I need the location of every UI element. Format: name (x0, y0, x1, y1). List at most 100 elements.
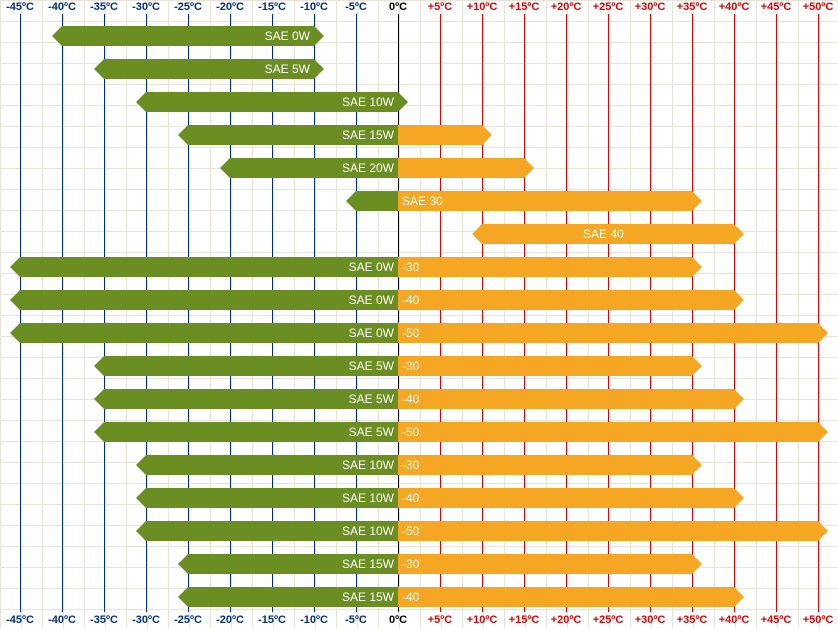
bar-label-hot: -50 (402, 323, 419, 343)
axis-label: +40ºC (714, 1, 754, 13)
axis-label: +50ºC (798, 614, 838, 626)
axis-label: +5ºC (420, 1, 460, 13)
arrow-left-icon (52, 26, 62, 46)
bar-label-cold: SAE 5W (265, 59, 310, 79)
axis-label: -10ºC (294, 1, 334, 13)
hot-range-bar (398, 323, 818, 343)
arrow-right-icon (524, 158, 534, 178)
arrow-left-icon (10, 323, 20, 343)
bar-label-hot: -40 (402, 389, 419, 409)
bar-label-cold: SAE 20W (342, 158, 394, 178)
arrow-right-icon (734, 587, 744, 607)
arrow-right-icon (314, 59, 324, 79)
arrow-right-icon (398, 92, 408, 112)
arrow-right-icon (482, 125, 492, 145)
axis-label: +20ºC (546, 1, 586, 13)
bar-label-hot: -40 (402, 290, 419, 310)
hot-range-bar (398, 158, 524, 178)
arrow-right-icon (734, 389, 744, 409)
bar-label-cold: SAE 5W (349, 356, 394, 376)
bar-label-cold: SAE 15W (342, 587, 394, 607)
axis-label: -30ºC (126, 614, 166, 626)
bar-label-cold: SAE 10W (342, 488, 394, 508)
hot-range-bar (398, 257, 692, 277)
axis-label: -40ºC (42, 614, 82, 626)
bar-label-hot: -30 (402, 356, 419, 376)
axis-label: +35ºC (672, 614, 712, 626)
bar-label-hot: -50 (402, 521, 419, 541)
arrow-left-icon (178, 587, 188, 607)
bar-label-hot: SAE 30 (402, 191, 443, 211)
arrow-left-icon (10, 257, 20, 277)
axis-label: +5ºC (420, 614, 460, 626)
axis-label: -20ºC (210, 614, 250, 626)
axis-label: -20ºC (210, 1, 250, 13)
bar-label-cold: SAE 0W (349, 290, 394, 310)
bar-label-hot: -30 (402, 554, 419, 574)
arrow-right-icon (692, 191, 702, 211)
axis-label: -45ºC (0, 1, 40, 13)
axis-label: +25ºC (588, 1, 628, 13)
bar-label-hot: -40 (402, 488, 419, 508)
arrow-right-icon (692, 356, 702, 376)
cold-range-bar (20, 290, 398, 310)
hot-range-bar (398, 290, 734, 310)
bar-label-hot: -50 (402, 422, 419, 442)
arrow-right-icon (734, 488, 744, 508)
arrow-left-icon (10, 290, 20, 310)
bar-label-hot: -40 (402, 587, 419, 607)
axis-label: +30ºC (630, 614, 670, 626)
arrow-right-icon (692, 257, 702, 277)
cold-range-bar (356, 191, 398, 211)
axis-label: -15ºC (252, 614, 292, 626)
arrow-left-icon (94, 422, 104, 442)
bar-label-hot: SAE 40 (583, 224, 624, 244)
axis-label: -15ºC (252, 1, 292, 13)
axis-label: +45ºC (756, 1, 796, 13)
axis-label: +15ºC (504, 614, 544, 626)
arrow-right-icon (818, 422, 828, 442)
bar-label-cold: SAE 5W (349, 422, 394, 442)
bar-label-cold: SAE 0W (349, 323, 394, 343)
hot-range-bar (398, 521, 818, 541)
bar-label-cold: SAE 10W (342, 455, 394, 475)
axis-label: -5ºC (336, 1, 376, 13)
axis-label: -25ºC (168, 614, 208, 626)
bar-label-cold: SAE 0W (265, 26, 310, 46)
arrow-left-icon (346, 191, 356, 211)
axis-label: -30ºC (126, 1, 166, 13)
bar-label-hot: -30 (402, 455, 419, 475)
axis-label: +40ºC (714, 614, 754, 626)
axis-label: -5ºC (336, 614, 376, 626)
bar-label-cold: SAE 15W (342, 554, 394, 574)
arrow-left-icon (136, 488, 146, 508)
bar-label-cold: SAE 15W (342, 125, 394, 145)
axis-label: +25ºC (588, 614, 628, 626)
axis-label: -25ºC (168, 1, 208, 13)
arrow-right-icon (734, 224, 744, 244)
axis-label: +10ºC (462, 614, 502, 626)
arrow-left-icon (136, 92, 146, 112)
axis-label: -40ºC (42, 1, 82, 13)
bar-label-cold: SAE 0W (349, 257, 394, 277)
hot-range-bar (398, 587, 734, 607)
arrow-right-icon (734, 290, 744, 310)
arrow-left-icon (94, 389, 104, 409)
axis-label: +20ºC (546, 614, 586, 626)
axis-label: -45ºC (0, 614, 40, 626)
arrow-left-icon (220, 158, 230, 178)
arrow-right-icon (818, 521, 828, 541)
arrow-right-icon (314, 26, 324, 46)
arrow-left-icon (178, 125, 188, 145)
axis-label: +50ºC (798, 1, 838, 13)
arrow-left-icon (136, 521, 146, 541)
axis-label: +35ºC (672, 1, 712, 13)
hot-range-bar (398, 389, 734, 409)
bar-label-cold: SAE 10W (342, 92, 394, 112)
hot-range-bar (398, 488, 734, 508)
arrow-left-icon (472, 224, 482, 244)
arrow-left-icon (94, 59, 104, 79)
cold-range-bar (20, 257, 398, 277)
axis-label: +30ºC (630, 1, 670, 13)
sae-oil-temperature-chart: -45ºC-45ºC-40ºC-40ºC-35ºC-35ºC-30ºC-30ºC… (0, 0, 838, 628)
